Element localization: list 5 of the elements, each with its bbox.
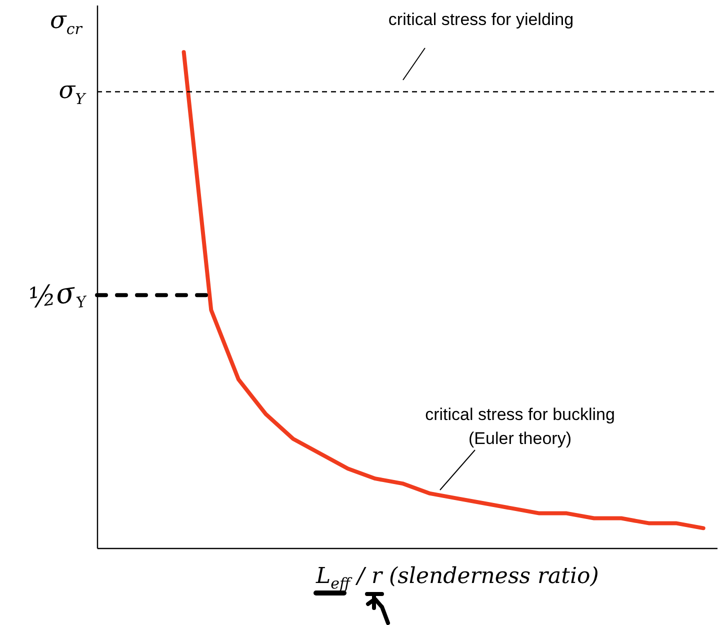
- ref-line-label: σ$_{Y}$: [58, 76, 85, 108]
- y-axis-title: σ$_{cr}$: [50, 6, 82, 38]
- x-axis-title: L$_{eff}$ / r (slenderness ratio): [316, 564, 599, 592]
- text: critical stress for yielding: [388, 10, 574, 29]
- annotation: critical stress for buckling (Euler theory): [425, 405, 615, 448]
